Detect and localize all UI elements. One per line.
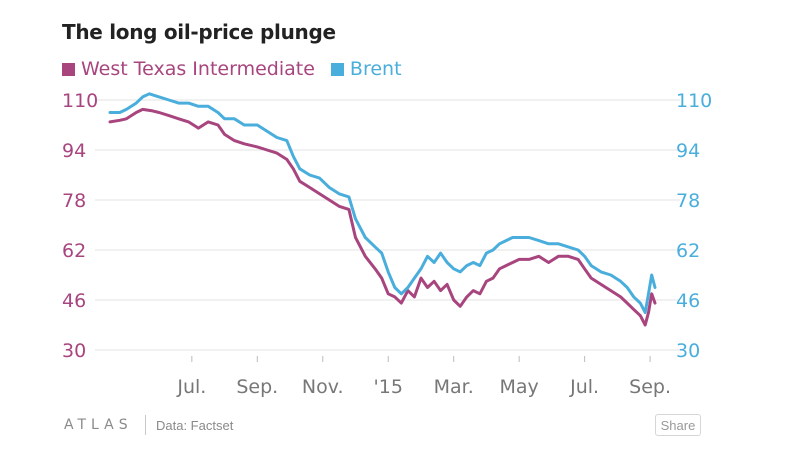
y-tick-left-62: 62 [62,240,86,262]
series-line-wti [108,107,657,327]
legend: West Texas Intermediate Brent [62,58,402,80]
x-tick-label-3: '15 [374,376,403,398]
y-tick-left-46: 46 [62,290,86,312]
y-tick-right-94: 94 [676,140,700,162]
y-tick-left-30: 30 [62,340,86,362]
series-line-brent [108,92,657,314]
y-tick-right-78: 78 [676,190,700,212]
y-tick-right-62: 62 [676,240,700,262]
y-tick-left-78: 78 [62,190,86,212]
y-tick-left-94: 94 [62,140,86,162]
legend-label-wti: West Texas Intermediate [81,58,315,80]
y-tick-right-30: 30 [676,340,700,362]
y-tick-left-110: 110 [62,90,98,112]
x-tick-label-4: Mar. [434,376,474,398]
x-tick-label-7: Sep. [629,376,671,398]
x-tick-label-1: Sep. [236,376,278,398]
legend-label-brent: Brent [349,58,402,80]
legend-swatch-wti [62,62,75,76]
data-source: Data: Factset [156,418,234,433]
x-tick-label-6: Jul. [569,376,599,398]
y-tick-right-46: 46 [676,290,700,312]
legend-swatch-brent [330,62,344,76]
legend-item-brent: Brent [330,58,402,80]
y-tick-right-110: 110 [676,90,712,112]
share-button[interactable]: Share [655,414,701,436]
x-tick-label-2: Nov. [302,376,344,398]
x-tick-label-0: Jul. [176,376,206,398]
footer-divider [145,415,146,435]
legend-item-wti: West Texas Intermediate [62,58,315,80]
x-tick-label-5: May [500,376,539,398]
chart-title: The long oil-price plunge [62,20,336,44]
atlas-logo: ATLAS [64,417,133,433]
